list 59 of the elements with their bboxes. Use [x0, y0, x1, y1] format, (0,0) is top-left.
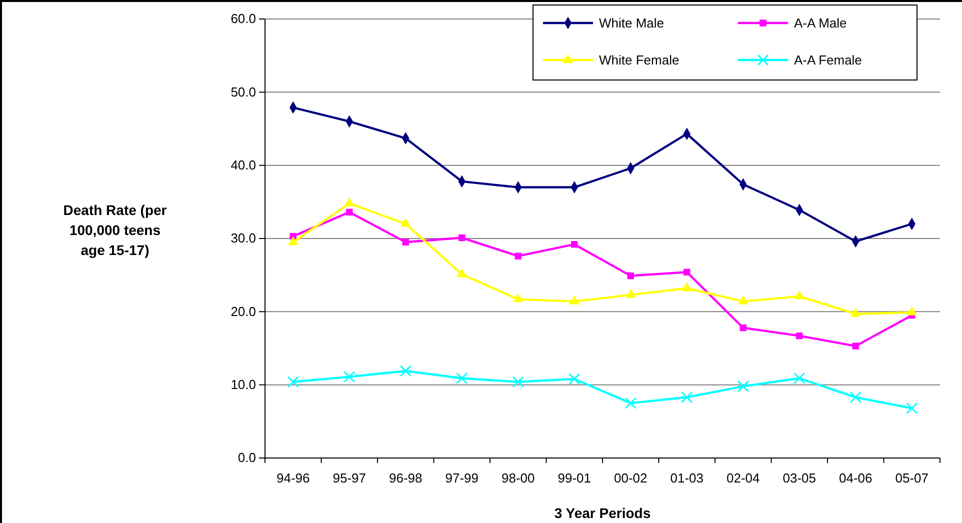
- point: [738, 296, 748, 304]
- point: [512, 376, 524, 388]
- point: [740, 324, 746, 332]
- point: [569, 296, 580, 304]
- point: [737, 380, 749, 392]
- x-tick-label: 03-05: [782, 470, 816, 486]
- y-tick-label: 10.0: [230, 376, 256, 392]
- point: [571, 241, 578, 248]
- point: [344, 370, 356, 383]
- x-tick-label: 05-07: [895, 470, 928, 486]
- point: [568, 373, 580, 385]
- x-tick-label: 97-99: [445, 470, 478, 486]
- x-tick-label: 94-96: [276, 470, 310, 486]
- point: [513, 293, 524, 302]
- x-tick-label: 99-01: [558, 470, 591, 486]
- x-axis-title: 3 Year Periods: [554, 505, 651, 521]
- point: [796, 332, 803, 340]
- point: [346, 208, 353, 216]
- x-tick-label: 02-04: [726, 470, 760, 486]
- point: [906, 306, 917, 316]
- point: [514, 252, 522, 260]
- point: [681, 391, 693, 404]
- y-tick-label: 40.0: [230, 157, 256, 172]
- point: [400, 218, 411, 227]
- point: [627, 272, 634, 280]
- point: [794, 372, 806, 384]
- legend-label: White Female: [599, 52, 680, 68]
- point: [288, 236, 298, 246]
- point: [850, 308, 861, 317]
- point: [400, 365, 412, 377]
- x-tick-label: 95-97: [332, 470, 366, 486]
- point: [906, 402, 918, 414]
- point: [624, 397, 636, 409]
- y-tick-label: 60.0: [230, 11, 256, 26]
- point: [458, 234, 466, 242]
- legend-label: A-A Female: [794, 52, 862, 68]
- legend-label: White Male: [599, 16, 664, 30]
- x-tick-label: 96-98: [389, 470, 422, 486]
- y-axis-title: Death Rate (per 100,000 teens age 15-17): [63, 202, 168, 258]
- y-tick-label: 0.0: [238, 450, 256, 466]
- y-tick-label: 20.0: [230, 304, 256, 319]
- legend-label: A-A Male: [794, 16, 847, 30]
- point: [626, 288, 636, 298]
- y-tick-label: 30.0: [230, 230, 256, 246]
- x-tick-label: 04-06: [839, 470, 872, 486]
- point: [344, 197, 354, 206]
- point: [850, 391, 862, 404]
- point: [852, 342, 859, 350]
- point: [402, 238, 409, 246]
- point: [456, 268, 467, 278]
- point: [682, 282, 692, 292]
- x-tick-label: 00-02: [614, 470, 648, 486]
- point: [794, 290, 804, 300]
- point: [684, 268, 690, 276]
- point: [287, 376, 299, 388]
- x-tick-label: 01-03: [670, 470, 704, 486]
- point: [456, 372, 468, 384]
- y-tick-label: 50.0: [230, 84, 256, 100]
- x-tick-label: 98-00: [502, 470, 535, 486]
